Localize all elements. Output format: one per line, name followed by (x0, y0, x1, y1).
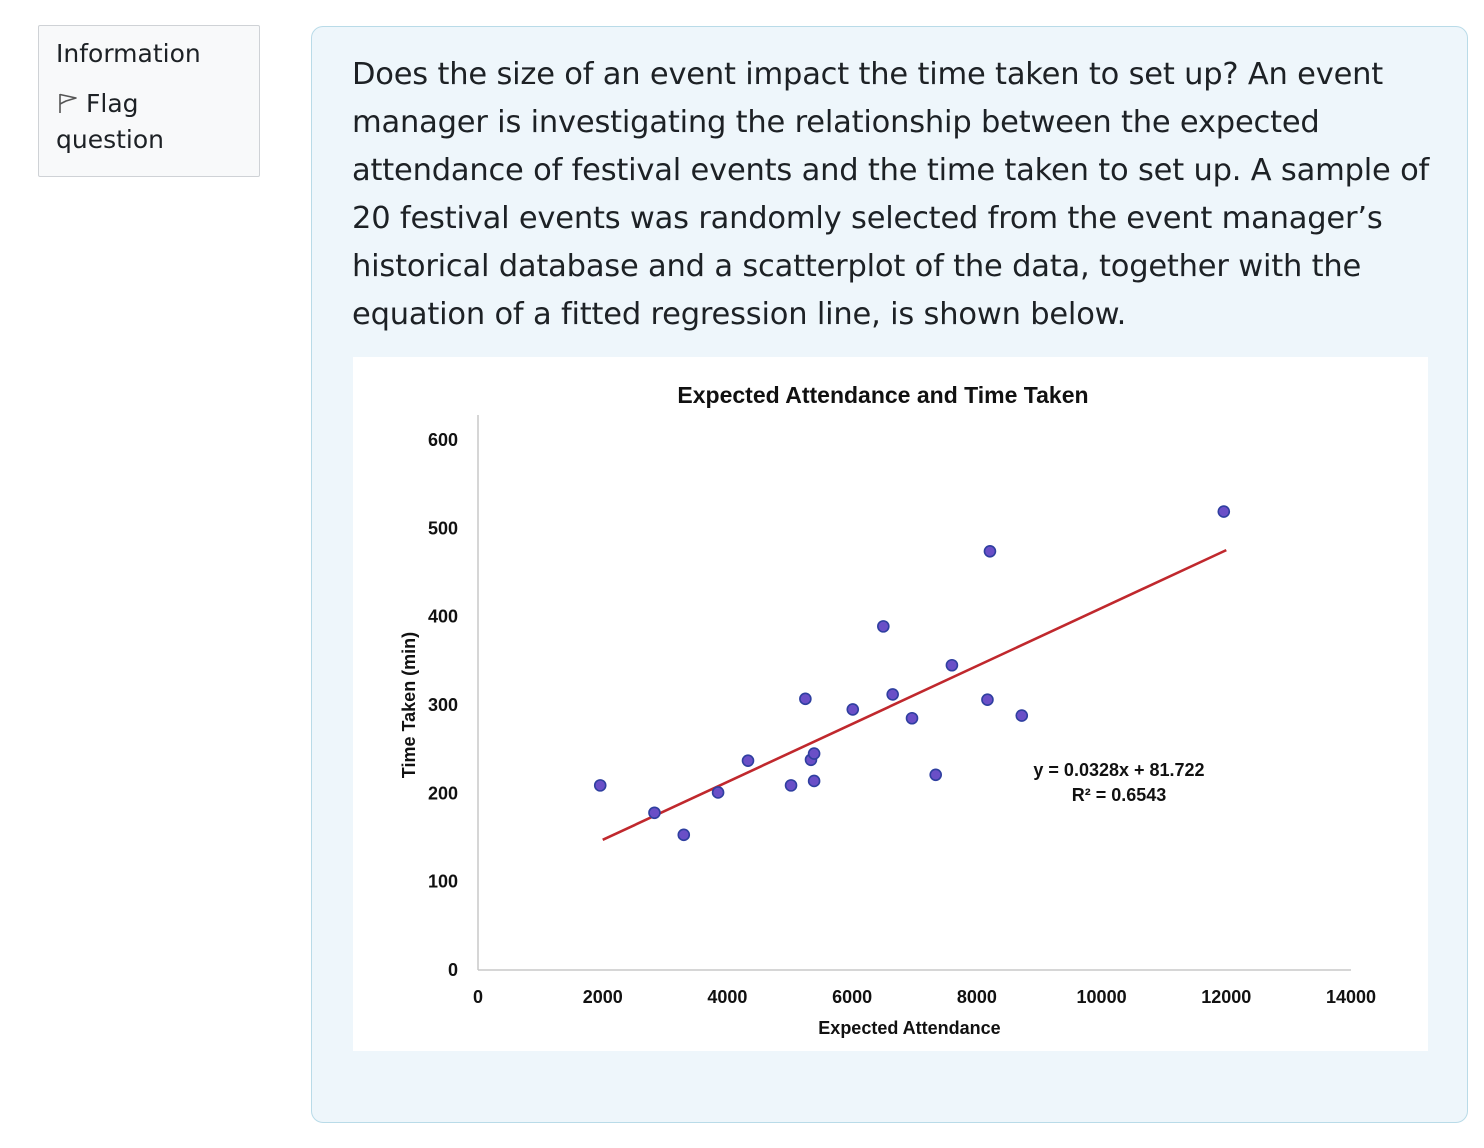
data-point (741, 754, 755, 767)
x-tick-label: 2000 (583, 987, 623, 1007)
x-tick-label: 4000 (707, 987, 747, 1007)
flag-question-link[interactable]: Flag question (56, 86, 242, 158)
y-tick-label: 200 (428, 783, 458, 803)
data-point (807, 774, 821, 788)
data-points (593, 505, 1231, 842)
data-point (877, 620, 890, 633)
data-point (945, 658, 959, 672)
y-tick-labels: 0 100 200 300 400 500 600 (428, 430, 458, 980)
data-point (593, 779, 607, 792)
data-point (981, 693, 994, 707)
data-point (1015, 709, 1029, 722)
flag-label: Flag (86, 89, 139, 118)
x-tick-label: 0 (473, 987, 483, 1007)
data-point (807, 747, 821, 760)
scatter-chart: Expected Attendance and Time Taken 0 100 2… (353, 357, 1428, 1051)
x-axis-title: Expected Attendance (818, 1018, 1000, 1038)
y-tick-label: 100 (428, 872, 458, 892)
question-text: Does the size of an event impact the tim… (352, 57, 1430, 332)
x-tick-label: 6000 (832, 987, 872, 1007)
data-point (983, 545, 997, 558)
x-tick-label: 10000 (1077, 987, 1127, 1007)
question-info-panel: Information Flag question (38, 25, 260, 177)
data-point (677, 828, 691, 842)
y-tick-label: 0 (448, 960, 458, 980)
data-point (905, 711, 919, 725)
regression-equation: y = 0.0328x + 81.722 (1033, 760, 1204, 780)
flag-icon (56, 89, 80, 113)
data-point (799, 692, 812, 706)
info-title: Information (56, 39, 201, 68)
data-point (1217, 505, 1231, 518)
data-point (711, 786, 725, 799)
x-tick-label: 8000 (957, 987, 997, 1007)
y-tick-label: 400 (428, 607, 458, 627)
y-tick-label: 500 (428, 518, 458, 538)
chart-svg: Expected Attendance and Time Taken 0 100 2… (399, 382, 1376, 1038)
flag-label-line2: question (56, 125, 165, 154)
regression-line (602, 548, 1227, 842)
x-tick-label: 12000 (1201, 987, 1251, 1007)
data-point (648, 806, 661, 820)
data-point (929, 768, 943, 782)
x-tick-label: 14000 (1326, 987, 1376, 1007)
y-axis-title: Time Taken (min) (399, 632, 419, 778)
data-point (846, 703, 860, 716)
chart-title: Expected Attendance and Time Taken (677, 382, 1088, 408)
x-tick-labels: 0 2000 4000 6000 8000 10000 12000 14000 (473, 987, 1376, 1007)
r-squared-label: R² = 0.6543 (1072, 785, 1167, 805)
question-content: Does the size of an event impact the tim… (311, 26, 1468, 1123)
data-point (886, 688, 899, 701)
y-tick-label: 600 (428, 430, 458, 450)
data-point (784, 779, 798, 792)
y-tick-label: 300 (428, 695, 458, 715)
